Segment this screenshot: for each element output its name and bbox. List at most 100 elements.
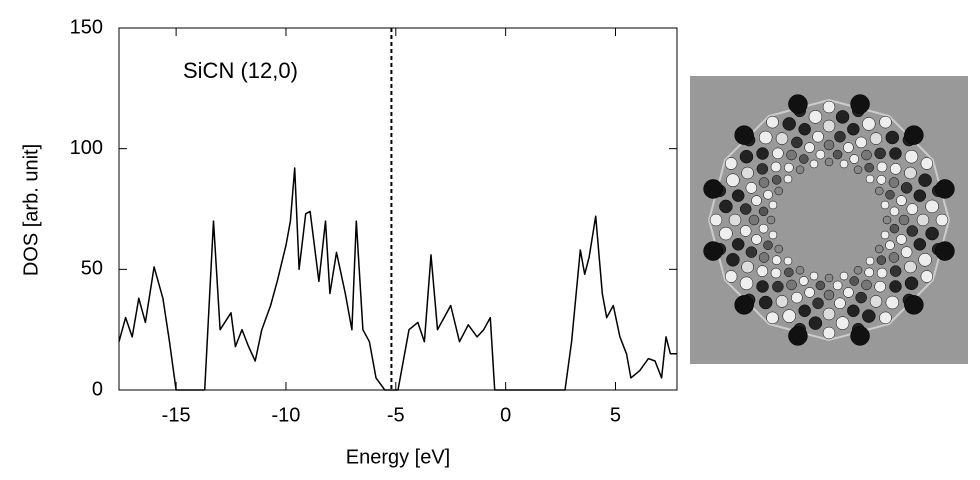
- atom: [763, 240, 773, 251]
- atom: [916, 213, 930, 227]
- atom: [876, 267, 888, 279]
- atom: [874, 186, 884, 196]
- atom: [804, 142, 815, 153]
- atom: [815, 280, 826, 291]
- atom: [862, 309, 876, 323]
- atom: [758, 223, 769, 234]
- atom: [756, 265, 769, 277]
- atom: [889, 223, 900, 234]
- atom: [772, 280, 784, 293]
- atom: [876, 255, 887, 265]
- annotation: SiCN (12,0): [183, 58, 298, 83]
- atom: [869, 295, 883, 308]
- atom: [906, 203, 919, 215]
- atom: [879, 115, 892, 129]
- atom: [775, 295, 789, 308]
- x-tick-label: -10: [272, 404, 301, 426]
- atom: [726, 253, 740, 267]
- atom: [904, 295, 924, 315]
- atom: [822, 326, 836, 340]
- atom: [839, 271, 849, 281]
- x-tick-label: -5: [387, 404, 405, 426]
- atom: [864, 267, 874, 278]
- atom: [798, 276, 809, 286]
- x-tick-label: 0: [500, 404, 511, 426]
- atom: [920, 157, 934, 170]
- atom: [896, 234, 907, 245]
- atom: [935, 241, 955, 261]
- atom: [882, 215, 892, 225]
- dos-line: [118, 167, 677, 391]
- atom: [768, 230, 778, 240]
- atom: [904, 260, 917, 274]
- atom: [770, 267, 782, 279]
- atom: [885, 295, 900, 310]
- atom: [739, 149, 754, 164]
- atom: [734, 125, 754, 145]
- atom: [920, 270, 934, 283]
- atom: [896, 195, 907, 206]
- atom: [885, 240, 895, 251]
- atom: [784, 162, 794, 173]
- atom: [763, 189, 773, 200]
- atom: [808, 110, 823, 124]
- atom: [774, 186, 784, 196]
- atom: [783, 174, 793, 184]
- atom: [874, 244, 884, 254]
- atom: [904, 125, 924, 145]
- atom: [865, 174, 875, 184]
- atom: [756, 147, 769, 160]
- atom: [758, 206, 769, 217]
- atom: [888, 252, 900, 263]
- atom: [770, 161, 782, 173]
- atom: [719, 199, 733, 214]
- atom: [864, 162, 874, 173]
- atom: [741, 166, 754, 180]
- atom: [900, 246, 913, 258]
- atom: [766, 115, 779, 129]
- atom: [748, 214, 760, 226]
- atom: [791, 136, 803, 149]
- atom: [913, 189, 927, 202]
- atom: [885, 130, 900, 145]
- atom: [888, 177, 900, 188]
- atom: [739, 225, 752, 237]
- atom: [865, 256, 875, 266]
- tube-bond: [707, 98, 951, 342]
- atom: [874, 147, 886, 160]
- atom: [795, 265, 805, 275]
- x-tick-label: -15: [162, 404, 191, 426]
- y-axis-label: DOS [arb. unit]: [20, 144, 42, 276]
- atom: [756, 280, 769, 293]
- atom: [772, 147, 784, 160]
- atom: [739, 203, 752, 215]
- atom: [766, 311, 779, 325]
- atom: [853, 165, 863, 175]
- atom: [798, 122, 811, 136]
- x-axis-label: Energy [eV]: [346, 446, 451, 468]
- atom: [741, 260, 754, 274]
- atom: [809, 271, 819, 281]
- atom: [880, 230, 890, 240]
- atom: [786, 279, 797, 291]
- atom: [925, 199, 939, 214]
- atom: [853, 265, 863, 275]
- atom: [822, 100, 836, 114]
- atom: [788, 326, 808, 346]
- atom: [812, 297, 824, 310]
- atom: [824, 157, 834, 167]
- atom: [849, 276, 860, 286]
- atom: [798, 304, 811, 318]
- atom: [918, 173, 932, 187]
- atom: [918, 253, 932, 267]
- atom: [782, 309, 796, 323]
- atom: [847, 122, 860, 136]
- atom: [798, 154, 809, 164]
- atom: [824, 273, 834, 283]
- atom: [774, 244, 784, 254]
- atom: [784, 267, 794, 278]
- atom: [861, 149, 872, 161]
- atom: [843, 287, 854, 298]
- atom: [812, 130, 824, 143]
- atom: [709, 213, 723, 227]
